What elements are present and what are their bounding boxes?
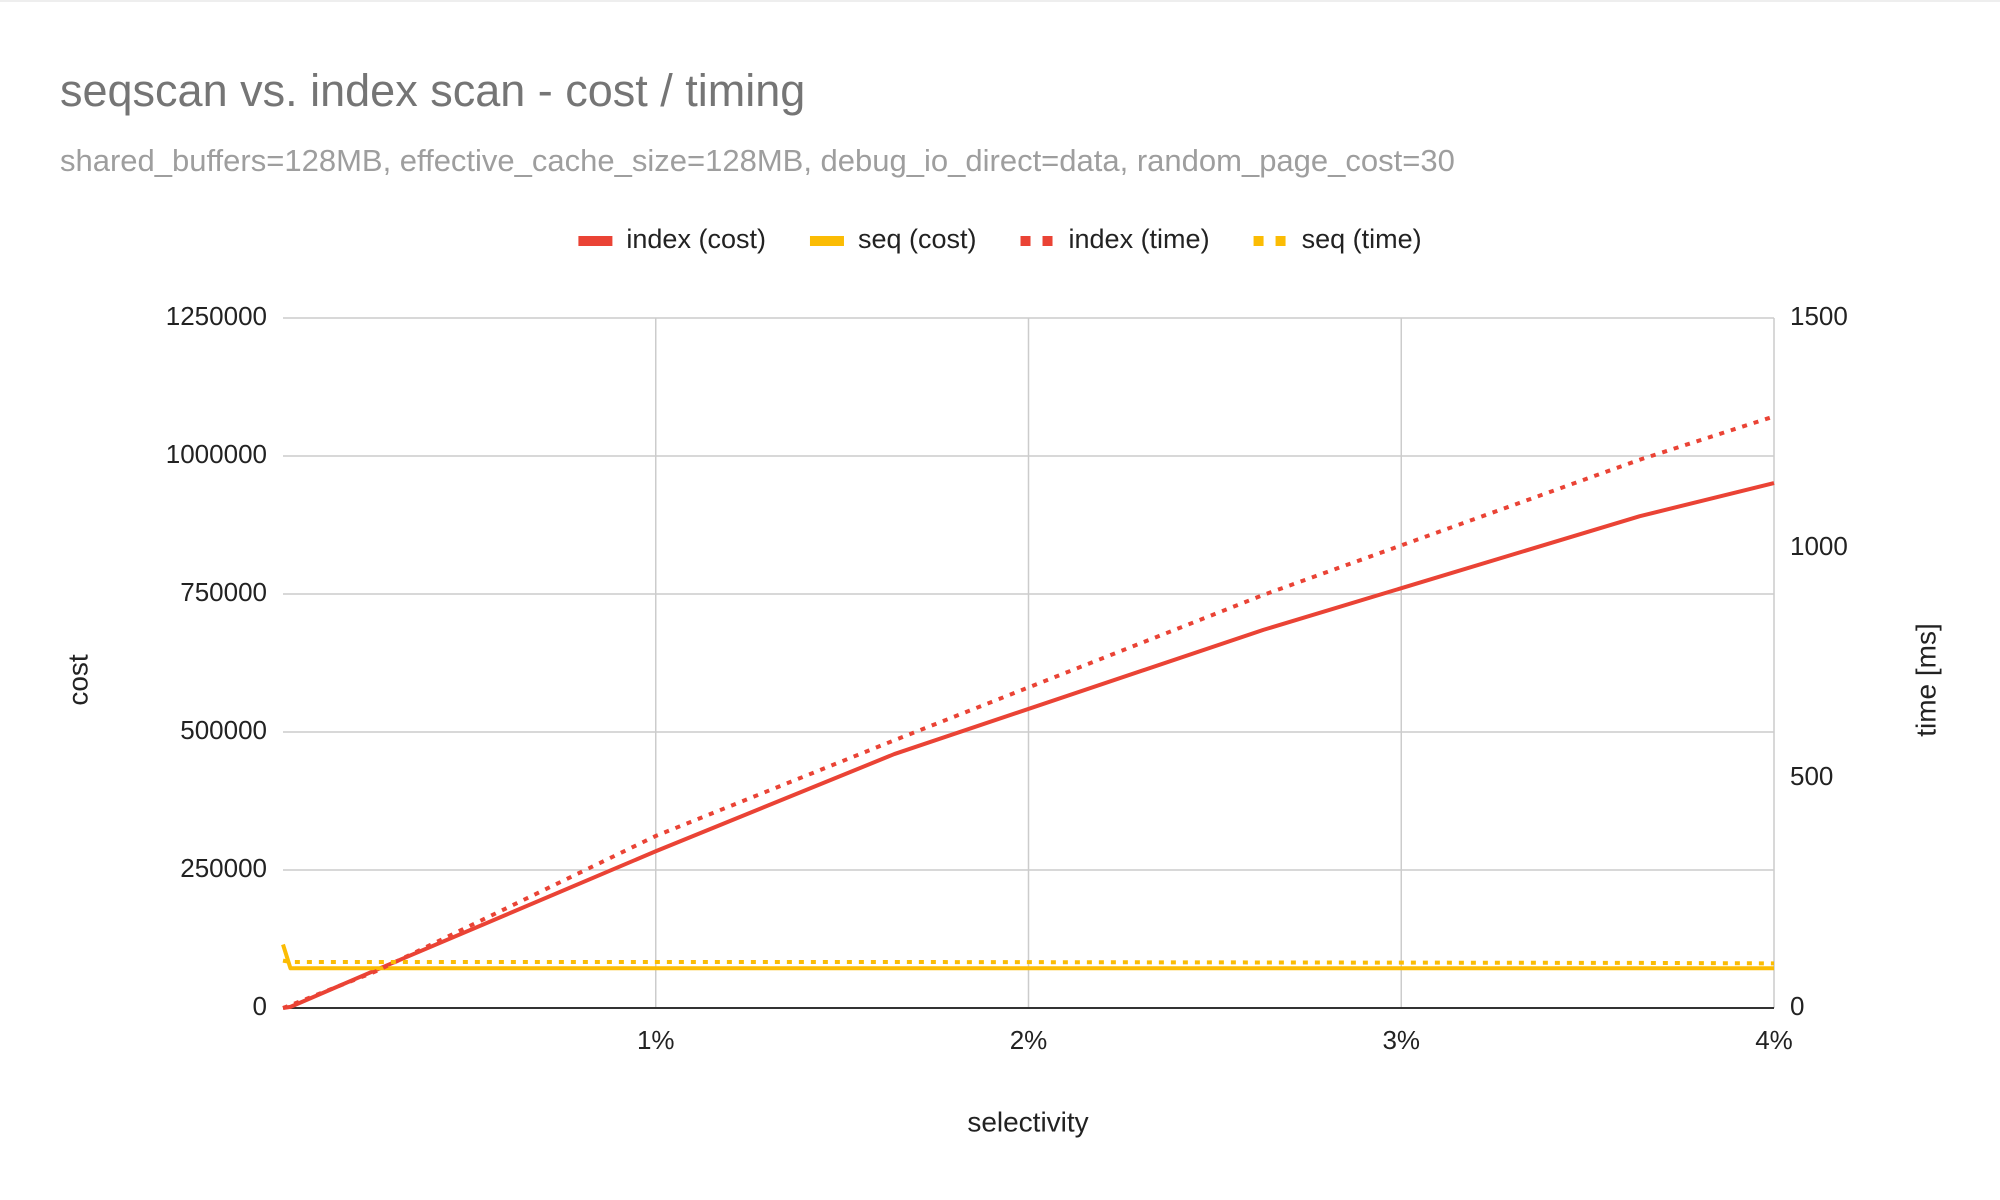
x-tick-label: 1% bbox=[637, 1025, 675, 1055]
legend-swatch bbox=[578, 236, 613, 246]
legend-label: seq (cost) bbox=[858, 224, 977, 254]
legend-swatch bbox=[809, 236, 844, 246]
y-tick-label: 500000 bbox=[180, 715, 267, 745]
legend-swatch bbox=[1253, 236, 1264, 246]
legend-label: seq (time) bbox=[1302, 224, 1422, 254]
y-tick-label: 250000 bbox=[180, 853, 267, 883]
y-tick-label: 750000 bbox=[180, 577, 267, 607]
x-tick-label: 2% bbox=[1010, 1025, 1048, 1055]
legend-swatch bbox=[1275, 236, 1286, 246]
legend-swatch bbox=[1020, 236, 1031, 246]
chart-subtitle: shared_buffers=128MB, effective_cache_si… bbox=[60, 143, 1455, 178]
y2-axis-label: time [ms] bbox=[1910, 623, 1941, 737]
x-tick-label: 4% bbox=[1755, 1025, 1793, 1055]
y-tick-label: 0 bbox=[253, 991, 267, 1021]
x-tick-label: 3% bbox=[1382, 1025, 1420, 1055]
y2-tick-label: 500 bbox=[1790, 761, 1833, 791]
legend-label: index (cost) bbox=[626, 224, 766, 254]
y2-tick-label: 0 bbox=[1790, 991, 1804, 1021]
y2-tick-label: 1500 bbox=[1790, 301, 1848, 331]
y2-tick-label: 1000 bbox=[1790, 531, 1848, 561]
legend-swatch bbox=[1042, 236, 1053, 246]
chart-title: seqscan vs. index scan - cost / timing bbox=[60, 65, 805, 116]
y-tick-label: 1250000 bbox=[166, 301, 267, 331]
x-axis-label: selectivity bbox=[967, 1106, 1088, 1137]
y-axis-label: cost bbox=[62, 654, 93, 706]
y-tick-label: 1000000 bbox=[166, 439, 267, 469]
line-series bbox=[281, 943, 1774, 971]
line-series bbox=[282, 481, 1775, 1010]
legend-label: index (time) bbox=[1069, 224, 1210, 254]
line-series bbox=[282, 958, 1775, 966]
